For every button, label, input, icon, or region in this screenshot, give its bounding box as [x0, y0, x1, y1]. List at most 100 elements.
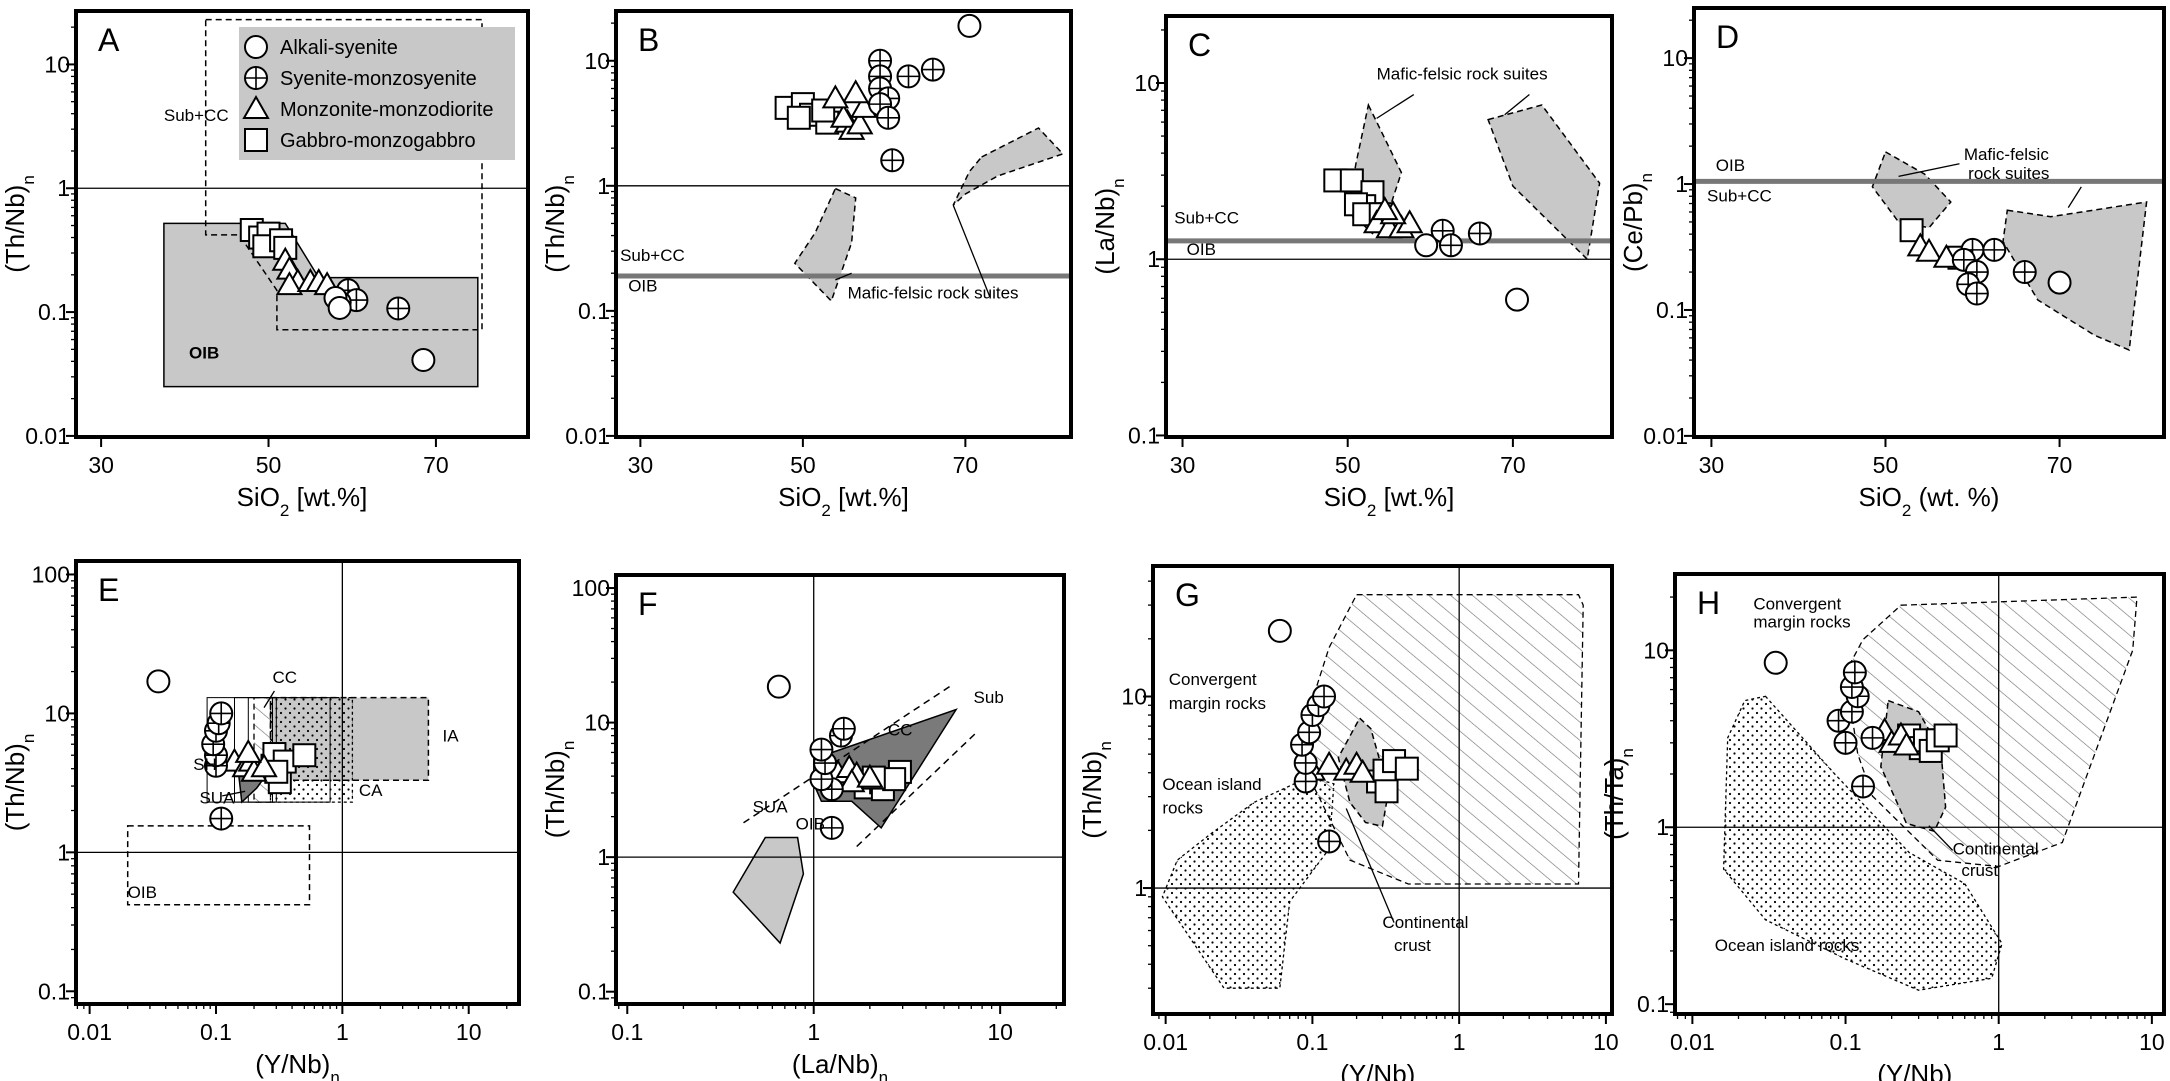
y-axis-label: (Th/Nb)n: [0, 734, 38, 832]
field-label: OIB: [796, 815, 825, 834]
field-label: Sub+CC: [620, 246, 685, 265]
point-circle-cross: [209, 701, 234, 726]
field-label: margin rocks: [1753, 612, 1850, 631]
y-axis-label: (Th/Ta)n: [1599, 748, 1637, 840]
compositional-field: [126, 825, 311, 906]
compositional-field: [856, 731, 978, 848]
y-tick-label: 10: [1134, 70, 1160, 96]
point-triangle: [1371, 196, 1399, 221]
point-square: [292, 743, 317, 768]
point-triangle: [856, 763, 884, 788]
field-label: CC: [888, 721, 913, 740]
field-label: Sub: [974, 688, 1004, 707]
label-leader: [1376, 93, 1415, 119]
point-circle-cross: [244, 66, 268, 90]
label-leader: [952, 204, 991, 297]
field-label: OIB: [128, 883, 157, 902]
x-tick-label: 0.1: [611, 1019, 643, 1045]
point-circle-cross: [2012, 260, 2037, 285]
field-label: SUA: [753, 797, 789, 816]
point-triangle: [250, 753, 278, 778]
x-tick-label: 0.01: [67, 1019, 112, 1045]
point-circle-cross: [819, 815, 844, 840]
panel-letter: B: [638, 22, 659, 58]
label-leader: [1898, 163, 1960, 178]
y-axis-label: (Th/Nb)n: [540, 741, 578, 839]
point-circle-cross: [1317, 829, 1342, 854]
y-tick-label: 0.01: [565, 423, 610, 449]
x-tick-label: 70: [953, 452, 979, 478]
x-axis-label: (Y/Nb)n: [255, 1049, 340, 1081]
field-label: SH: [193, 755, 217, 774]
point-circle-cross: [1467, 221, 1492, 246]
point-circle: [1414, 233, 1439, 258]
x-tick-label: 50: [790, 452, 816, 478]
y-tick-label: 10: [44, 700, 70, 726]
x-tick-label: 1: [336, 1019, 349, 1045]
panel-letter: D: [1716, 19, 1739, 55]
y-tick-label: 0.1: [38, 978, 70, 1004]
x-axis-label: SiO2 [wt.%]: [1324, 482, 1455, 520]
field-label: SUA: [199, 788, 235, 807]
x-tick-label: 1: [807, 1019, 820, 1045]
y-tick-label: 1: [57, 175, 70, 201]
field-label: Ocean island: [1162, 775, 1261, 794]
field-label: Sub+CC: [1174, 208, 1239, 227]
panel-a: Sub+CC OIB A 30 50 70 0.01 0.1 1 10 SiO2 [wt.%] (Th…: [0, 9, 530, 520]
y-tick-label: 100: [32, 561, 70, 587]
point-circle-cross: [880, 148, 905, 173]
field-label: OIB: [1187, 240, 1216, 259]
compositional-field: [204, 18, 483, 331]
field-label: CC: [272, 668, 297, 687]
point-circle-cross: [831, 716, 856, 741]
panel-b: Sub+CC OIB Mafic-felsic rock suites B 30 50 70…: [540, 9, 1073, 520]
plot-area: Convergent margin rocks Ocean island rocks C…: [1153, 566, 1612, 1014]
point-circle: [1763, 650, 1788, 675]
point-circle-cross: [1438, 233, 1463, 258]
point-triangle: [1348, 758, 1377, 783]
panel-g: Convergent margin rocks Ocean island rocks C…: [1077, 564, 1619, 1081]
point-circle-cross: [809, 737, 834, 762]
y-tick-label: 1: [1675, 171, 1688, 197]
y-tick-label: 100: [572, 575, 610, 601]
point-triangle: [829, 103, 858, 128]
y-axis-label: (Th/Nb)n: [1077, 741, 1115, 839]
field-label: Convergent: [1753, 595, 1841, 614]
field-label: Continental: [1953, 840, 2039, 859]
compositional-field: [793, 187, 857, 303]
point-square: [1933, 723, 1958, 748]
y-tick-label: 1: [57, 839, 70, 865]
panel-letter: A: [98, 22, 120, 58]
point-triangle: [1892, 731, 1921, 756]
y-tick-label: 0.1: [38, 299, 70, 325]
panel-frame: [1164, 14, 1614, 439]
panel-frame: [614, 573, 1066, 1006]
legend-background: [239, 27, 515, 160]
field-label: IA: [442, 726, 459, 745]
label-leader: [222, 790, 246, 797]
x-tick-label: 0.1: [200, 1019, 232, 1045]
y-axis-label: (Ce/Pb)n: [1618, 173, 1656, 272]
y-tick-label: 0.1: [1128, 422, 1160, 448]
legend-label: Syenite-monzosyenite: [280, 68, 477, 90]
compositional-field: [1487, 104, 1601, 261]
y-tick-label: 0.01: [25, 423, 70, 449]
compositional-field: [743, 684, 953, 824]
panel-letter: F: [638, 586, 658, 622]
label-leader: [2067, 186, 2082, 208]
x-tick-label: 50: [1335, 452, 1361, 478]
point-triangle: [841, 79, 870, 104]
field-label: Mafic-felsic: [1964, 145, 2050, 164]
point-circle-cross: [1860, 725, 1885, 750]
x-tick-label: 70: [423, 452, 449, 478]
point-triangle: [821, 84, 850, 109]
point-square: [786, 105, 811, 130]
panel-f: Sub CC SUA OIB F 0.1 1 10 0.1 1 10 100 (La/Nb)n (Th/N…: [540, 573, 1066, 1081]
point-circle-cross: [1850, 774, 1875, 799]
label-leader: [263, 690, 275, 708]
y-tick-label: 1: [1147, 246, 1160, 272]
field-label: crust: [1394, 936, 1431, 955]
x-axis-label: (Y/Nb)n: [1877, 1059, 1962, 1081]
label-leader: [1504, 94, 1530, 116]
